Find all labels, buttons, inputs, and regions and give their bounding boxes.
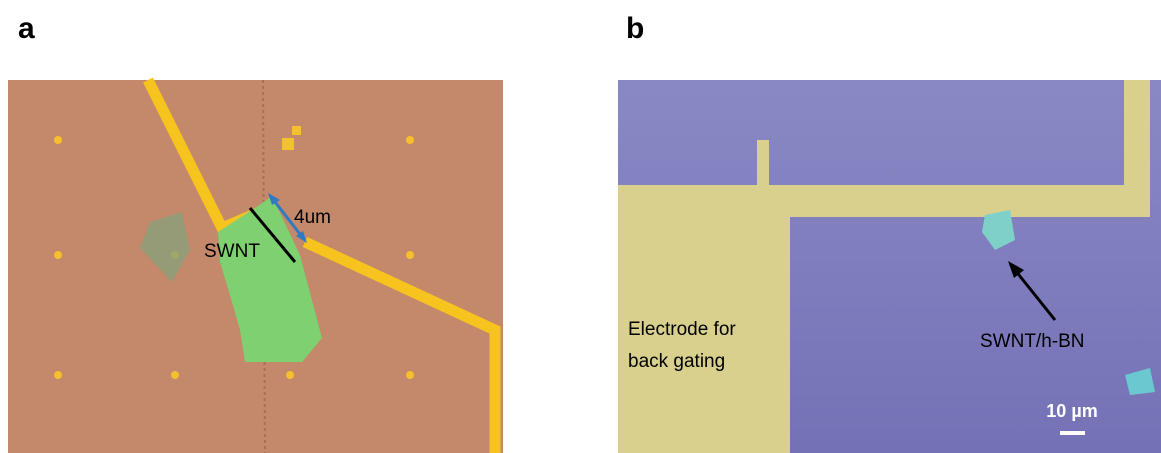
page: a 4um SWNT b SWNT/h-BN Electrode for bac…	[0, 0, 1161, 453]
electrode-label: Electrode for	[628, 319, 736, 340]
electrode-stub	[757, 140, 769, 190]
sample-label: SWNT/h-BN	[980, 331, 1085, 352]
length-label: 4um	[294, 207, 331, 228]
panel-label: a	[18, 12, 35, 45]
tube-label: SWNT	[204, 241, 260, 262]
panel-label: b	[626, 12, 644, 45]
electrode-label: back gating	[628, 351, 725, 372]
electrode	[618, 185, 1140, 217]
figure: a 4um SWNT b SWNT/h-BN Electrode for bac…	[0, 0, 1161, 453]
panel-b: b SWNT/h-BN Electrode for back gating 10…	[618, 12, 1161, 453]
electrode	[1124, 80, 1150, 217]
scale-label: 10 µm	[1046, 401, 1097, 421]
panel-a: a 4um SWNT	[8, 12, 503, 453]
